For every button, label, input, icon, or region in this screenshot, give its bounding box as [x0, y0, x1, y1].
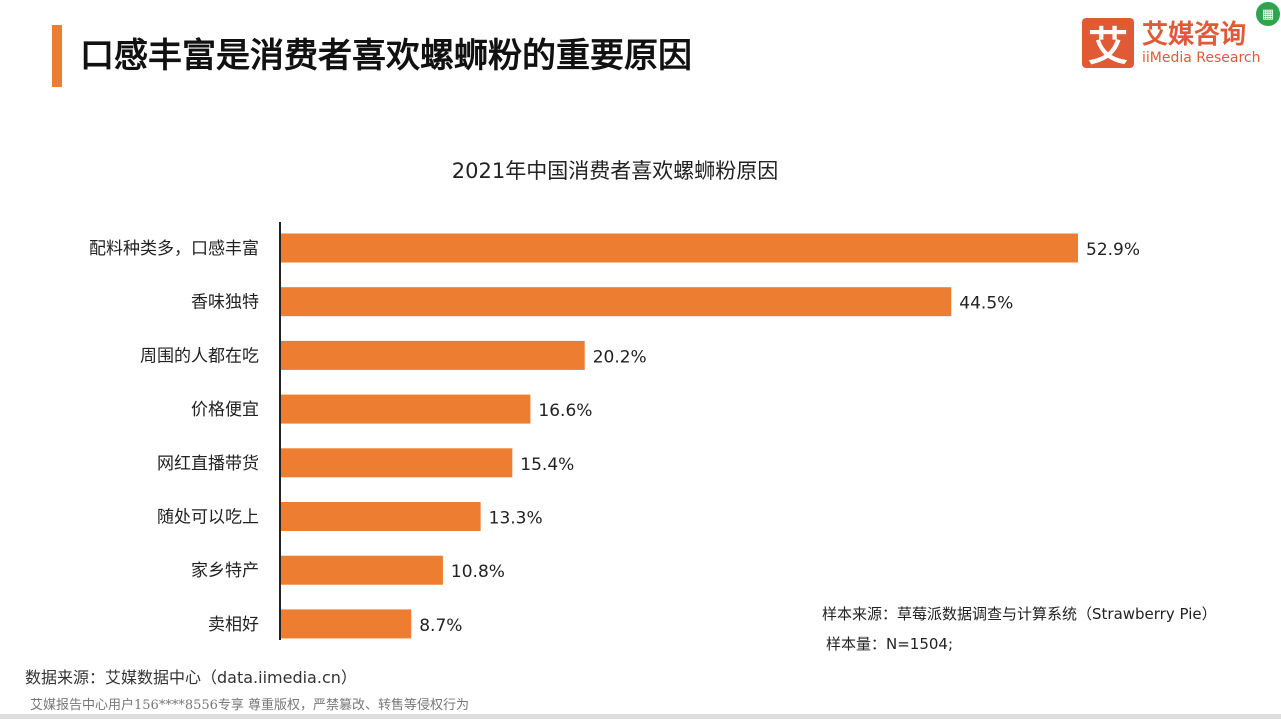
data-label: 52.9% — [1086, 240, 1140, 260]
page-title: 口感丰富是消费者喜欢螺蛳粉的重要原因 — [80, 36, 692, 76]
category-label: 周围的人都在吃 — [140, 346, 259, 366]
category-label: 卖相好 — [208, 615, 259, 635]
bar — [280, 555, 443, 585]
category-label: 随处可以吃上 — [157, 508, 259, 528]
category-label: 家乡特产 — [191, 561, 259, 581]
data-label: 13.3% — [489, 509, 543, 529]
sample-size: 样本量：N=1504; — [826, 635, 954, 653]
category-label: 香味独特 — [191, 293, 259, 313]
sample-source: 样本来源：草莓派数据调查与计算系统（Strawberry Pie） — [822, 605, 1217, 623]
data-label: 15.4% — [520, 455, 574, 475]
chart-title: 2021年中国消费者喜欢螺蛳粉原因 — [451, 159, 779, 183]
watermark: 艾媒报告中心用户156****8556专享 尊重版权，严禁篡改、转售等侵权行为 — [30, 698, 470, 713]
bar — [280, 448, 513, 478]
logo-en: iiMedia Research — [1142, 50, 1261, 66]
bar — [280, 394, 531, 424]
category-label: 价格便宜 — [191, 400, 259, 420]
data-label: 20.2% — [593, 347, 647, 367]
bottom-border — [0, 714, 1281, 719]
data-label: 44.5% — [959, 294, 1013, 314]
data-label: 10.8% — [451, 562, 505, 582]
category-label: 配料种类多，口感丰富 — [89, 239, 259, 259]
title-accent-bar — [52, 25, 62, 87]
logo-cn: 艾媒咨询 — [1142, 20, 1247, 50]
logo-mark: 艾 — [1082, 18, 1134, 70]
logo: 艾 艾媒咨询 iiMedia Research — [1082, 18, 1261, 70]
data-source: 数据来源：艾媒数据中心（data.iimedia.cn） — [25, 668, 357, 687]
data-label: 8.7% — [419, 616, 462, 636]
bar — [280, 233, 1078, 263]
bar — [280, 287, 952, 317]
bar — [280, 609, 412, 639]
data-label: 16.6% — [538, 401, 592, 421]
category-label: 网红直播带货 — [157, 454, 259, 474]
table-add-icon[interactable]: ▦ — [1256, 2, 1280, 26]
bar — [280, 340, 585, 370]
bar — [280, 502, 481, 531]
